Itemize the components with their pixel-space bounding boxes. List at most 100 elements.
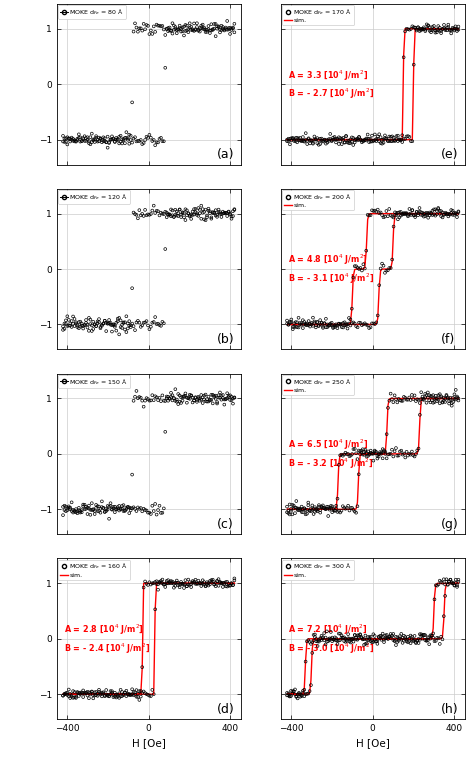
Point	[410, 209, 418, 221]
Point	[452, 207, 459, 219]
Point	[79, 498, 87, 511]
Point	[392, 631, 400, 643]
Point	[210, 18, 218, 30]
Point	[435, 24, 442, 37]
Point	[92, 498, 100, 511]
Point	[104, 131, 111, 143]
Point	[443, 21, 451, 33]
Point	[85, 499, 93, 511]
Point	[109, 691, 117, 703]
Point	[131, 503, 139, 515]
Point	[411, 634, 419, 646]
Point	[377, 131, 384, 143]
Point	[216, 27, 224, 39]
Point	[299, 135, 307, 147]
Point	[118, 686, 126, 698]
Point	[79, 133, 87, 145]
Point	[429, 389, 437, 401]
Point	[326, 632, 333, 645]
Point	[174, 577, 182, 589]
Point	[176, 396, 183, 408]
Point	[66, 501, 74, 514]
Point	[78, 687, 85, 699]
Point	[388, 211, 396, 223]
Point	[114, 315, 121, 327]
Point	[177, 211, 185, 223]
Point	[92, 320, 100, 332]
Point	[385, 135, 393, 147]
Point	[64, 139, 71, 151]
Point	[340, 501, 348, 514]
Point	[190, 209, 198, 221]
Point	[424, 634, 432, 646]
Point	[191, 392, 199, 404]
Point	[201, 206, 208, 218]
Point	[288, 317, 295, 329]
Point	[105, 690, 113, 702]
Point	[105, 317, 113, 330]
Point	[390, 628, 397, 640]
Point	[205, 390, 212, 403]
Point	[387, 209, 394, 221]
Point	[72, 316, 80, 328]
Point	[64, 689, 71, 701]
Point	[428, 24, 436, 36]
Point	[101, 690, 109, 702]
Point	[61, 135, 68, 148]
Point	[121, 323, 129, 336]
Point	[216, 24, 224, 36]
Point	[351, 629, 358, 641]
Point	[319, 501, 327, 514]
Point	[220, 578, 228, 591]
Point	[95, 505, 103, 517]
Point	[404, 209, 412, 221]
Point	[114, 313, 121, 325]
Point	[87, 504, 94, 516]
Point	[373, 205, 380, 218]
Point	[75, 322, 82, 334]
Point	[455, 574, 462, 586]
Point	[325, 135, 333, 147]
Point	[318, 501, 325, 514]
Point	[176, 203, 183, 215]
Point	[321, 133, 328, 145]
Point	[285, 135, 292, 148]
Text: (e): (e)	[441, 148, 458, 161]
Point	[360, 318, 367, 330]
Text: A = 3.3 [10$^4$ J/m$^2$]
B = - 2.7 [10$^4$ J/m$^2$]: A = 3.3 [10$^4$ J/m$^2$] B = - 2.7 [10$^…	[288, 68, 374, 101]
X-axis label: H [Oe]: H [Oe]	[356, 739, 390, 749]
Point	[334, 492, 341, 505]
Point	[115, 137, 123, 149]
Point	[118, 319, 126, 331]
Point	[94, 505, 101, 517]
Point	[141, 575, 149, 587]
Point	[332, 632, 340, 645]
Point	[373, 135, 380, 147]
Point	[416, 205, 423, 218]
Point	[120, 134, 128, 146]
Point	[286, 498, 293, 511]
Point	[331, 131, 338, 143]
Point	[324, 134, 331, 146]
Point	[114, 689, 121, 701]
Point	[355, 444, 363, 457]
Point	[397, 209, 405, 221]
Point	[162, 29, 169, 41]
Point	[371, 630, 379, 642]
Point	[191, 391, 199, 403]
Point	[450, 23, 458, 35]
Point	[174, 207, 182, 219]
Point	[447, 204, 455, 216]
Point	[383, 629, 391, 641]
Point	[435, 203, 442, 215]
Point	[431, 27, 439, 39]
Point	[193, 18, 201, 30]
Point	[117, 129, 124, 142]
Point	[423, 209, 430, 221]
Point	[133, 21, 140, 33]
Point	[322, 134, 330, 146]
Point	[87, 131, 94, 143]
Point	[453, 25, 461, 37]
Point	[443, 208, 451, 220]
Point	[415, 393, 422, 406]
